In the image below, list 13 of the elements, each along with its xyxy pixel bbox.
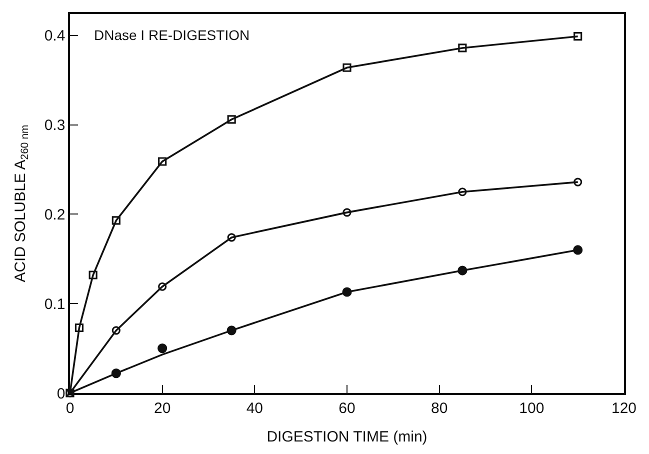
y-tick-label: 0: [56, 385, 66, 402]
x-tick-label: 120: [611, 400, 637, 417]
x-tick-label: 20: [154, 400, 171, 417]
y-tick-label: 0.2: [44, 206, 66, 224]
x-tick-label: 80: [430, 400, 448, 417]
x-tick-label: 40: [246, 400, 264, 417]
x-axis-title: DIGESTION TIME (min): [266, 428, 428, 446]
y-tick-label: 0.3: [44, 117, 66, 134]
y-tick-label: 0.1: [44, 296, 66, 313]
annotation: DNase I RE-DIGESTION: [94, 27, 250, 43]
y-tick-label: 0.4: [44, 28, 66, 45]
x-tick-label: 100: [519, 400, 544, 417]
x-tick-label: 60: [338, 400, 356, 417]
